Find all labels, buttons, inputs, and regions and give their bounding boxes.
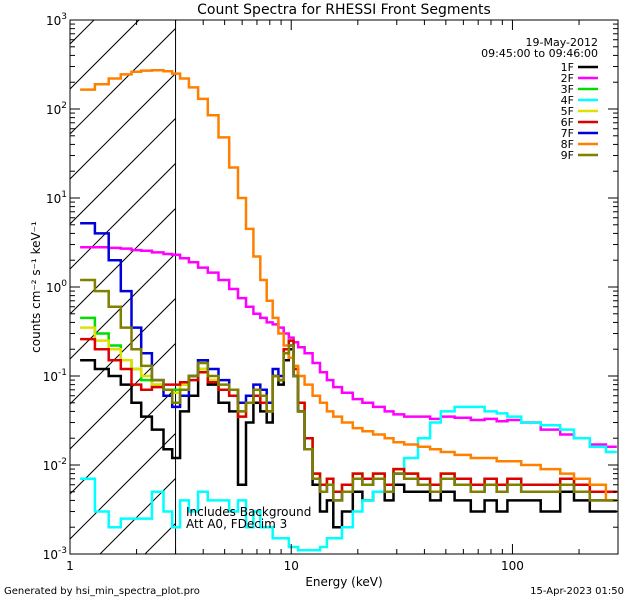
legend-label-4f: 4F bbox=[561, 94, 574, 107]
series-8f-line bbox=[80, 69, 617, 502]
y-tick-label: 102 bbox=[46, 101, 67, 117]
series-lines bbox=[80, 69, 617, 552]
legend-time-range: 09:45:00 to 09:46:00 bbox=[481, 47, 598, 60]
hatch-line bbox=[70, 20, 140, 90]
series-7f-line bbox=[80, 222, 617, 502]
annotation-background: Includes Background bbox=[186, 505, 311, 519]
hatch-line bbox=[70, 342, 176, 450]
series-5f-line bbox=[80, 326, 617, 494]
hatch-line bbox=[70, 162, 176, 270]
chart-title: Count Spectra for RHESSI Front Segments bbox=[197, 2, 491, 18]
series-4f-line bbox=[80, 405, 617, 552]
legend-label-5f: 5F bbox=[561, 105, 574, 118]
hatch-line bbox=[70, 387, 176, 495]
plot-frame bbox=[69, 19, 619, 555]
y-tick-label: 10-1 bbox=[43, 368, 67, 384]
hatch-line bbox=[70, 432, 176, 540]
annotation-attenuator: Att A0, FDecim 3 bbox=[186, 517, 287, 531]
series-1f-line bbox=[80, 347, 617, 529]
footer-generator: Generated by hsi_min_spectra_plot.pro bbox=[4, 586, 200, 597]
x-tick-label: 1 bbox=[66, 559, 74, 573]
x-tick-label: 100 bbox=[501, 559, 524, 573]
legend-label-7f: 7F bbox=[561, 127, 574, 140]
legend-label-3f: 3F bbox=[561, 83, 574, 96]
legend-label-9f: 9F bbox=[561, 149, 574, 162]
legend-label-8f: 8F bbox=[561, 138, 574, 151]
hatch-line bbox=[280, 0, 640, 554]
y-tick-label: 101 bbox=[46, 190, 67, 206]
footer-timestamp: 15-Apr-2023 01:50 bbox=[530, 586, 624, 597]
hatch-line bbox=[70, 207, 176, 315]
hatch-line bbox=[415, 0, 640, 554]
hatch-line bbox=[70, 20, 95, 45]
hatch-line bbox=[70, 27, 176, 135]
legend-label-2f: 2F bbox=[561, 72, 574, 85]
y-tick-labels: 10-3 10-2 10-1 100 101 102 103 bbox=[43, 12, 68, 562]
hatch-line bbox=[235, 0, 640, 554]
series-2f-line bbox=[80, 245, 617, 449]
x-tick-label: 10 bbox=[284, 559, 299, 573]
y-axis-label: counts cm⁻² s⁻¹ keV⁻¹ bbox=[29, 221, 43, 353]
hatch-line bbox=[370, 0, 640, 554]
y-tick-label: 10-3 bbox=[43, 546, 67, 562]
hatch-line bbox=[460, 0, 640, 554]
y-tick-label: 103 bbox=[46, 12, 67, 28]
hatch-line bbox=[325, 0, 640, 554]
legend-label-1f: 1F bbox=[561, 61, 574, 74]
series-9f-line bbox=[80, 278, 617, 502]
y-tick-label: 10-2 bbox=[43, 457, 67, 473]
legend-date: 19-May-2012 bbox=[526, 36, 598, 49]
x-tick-labels: 1 10 100 bbox=[66, 559, 524, 573]
y-tick-label: 100 bbox=[46, 279, 67, 295]
legend-label-6f: 6F bbox=[561, 116, 574, 129]
series-6f-line bbox=[80, 337, 617, 494]
axis-ticks bbox=[69, 19, 619, 555]
x-axis-label: Energy (keV) bbox=[305, 575, 382, 589]
